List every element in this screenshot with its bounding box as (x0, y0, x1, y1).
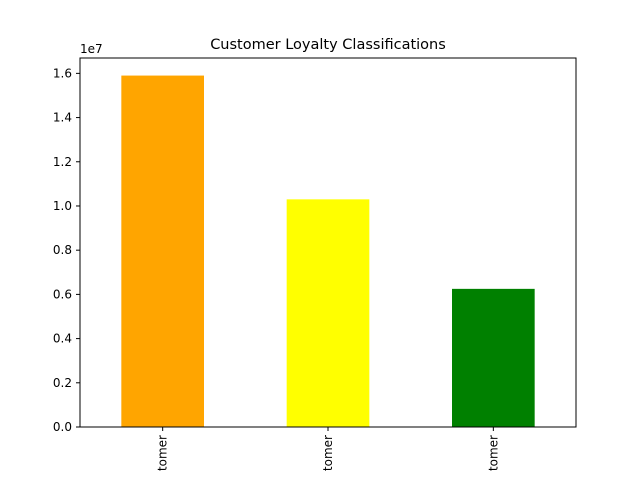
y-tick-label-9: 1.6 (53, 66, 72, 80)
y-tick-label-6: 1.0 (53, 199, 72, 213)
chart-title: Customer Loyalty Classifications (210, 37, 446, 53)
y-axis-offset-label: 1e7 (80, 42, 103, 56)
y-tick-label-3: 0.4 (53, 332, 72, 346)
y-tick-label-5: 0.8 (53, 243, 72, 257)
y-tick-label-4: 0.6 (53, 287, 72, 301)
plot-frame (79, 57, 577, 428)
bar-2 (286, 199, 370, 427)
y-tick-label-7: 1.2 (53, 155, 72, 169)
bar-3 (452, 288, 535, 427)
x-tick-label-2: tomer (321, 435, 335, 471)
x-tick-label-1: tomer (156, 435, 170, 471)
y-tick-label-2: 0.2 (53, 376, 72, 390)
x-tick-label-3: tomer (486, 435, 500, 471)
x-axis: tomer tomer tomer (156, 427, 500, 471)
bar-1 (121, 75, 204, 427)
bars-layer (121, 75, 535, 427)
y-tick-label-1: 0.0 (53, 420, 72, 434)
y-axis: 0.0 0.2 0.4 0.6 0.8 1.0 1.2 1.4 1.6 (53, 66, 80, 434)
y-tick-label-8: 1.4 (53, 111, 72, 125)
